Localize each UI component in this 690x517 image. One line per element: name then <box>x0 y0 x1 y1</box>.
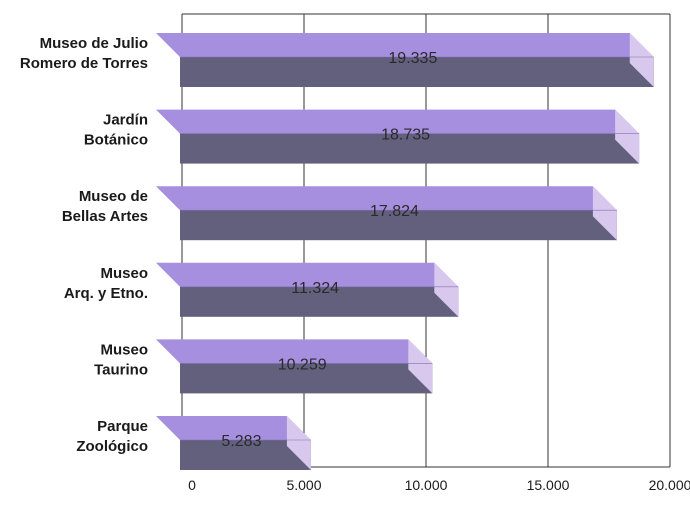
bar-end-cap <box>629 33 654 87</box>
bar-0: 19.335 <box>156 33 654 87</box>
bar-top-face <box>156 33 654 57</box>
bar-3: 11.324 <box>156 262 459 317</box>
bar-end-cap <box>615 109 640 164</box>
category-label-line: Botánico <box>84 132 148 149</box>
category-label-line: Museo <box>100 341 148 358</box>
category-label-line: Bellas Artes <box>62 208 148 225</box>
category-labels: Museo de Julio Romero de Torres Jardín Botá… <box>20 35 148 455</box>
bar-value-label: 18.735 <box>381 127 430 144</box>
bar-value-label: 5.283 <box>221 433 261 450</box>
bar-top-face <box>156 186 617 211</box>
bar-end-cap <box>592 186 617 241</box>
category-label-line: Arq. y Etno. <box>64 285 148 302</box>
bar-front-face <box>180 57 654 87</box>
category-label-line: Romero de Torres <box>20 55 148 72</box>
bar-front-face <box>180 286 459 317</box>
bar-top-face <box>156 262 459 287</box>
category-label: Jardín Botánico <box>84 112 148 149</box>
category-label-line: Jardín <box>103 112 148 129</box>
x-axis-ticks: 0 5.000 10.000 15.000 20.000 <box>188 477 690 493</box>
category-label-line: Museo <box>100 265 148 282</box>
bar-front-face <box>180 363 433 394</box>
x-tick-label: 5.000 <box>286 477 321 493</box>
bar-front-face <box>180 133 640 164</box>
category-label: Museo de Bellas Artes <box>62 188 148 225</box>
bar-end-cap <box>434 262 459 317</box>
x-tick-label: 10.000 <box>405 477 448 493</box>
category-label-line: Zoológico <box>76 438 148 455</box>
category-label: Museo Arq. y Etno. <box>64 265 148 302</box>
bar-top-face <box>156 109 640 134</box>
bar-5: 5.283 <box>156 416 311 470</box>
category-label: Museo Taurino <box>94 341 148 378</box>
chart-bars: 19.335 18.735 17.824 11.324 10.259 5.283 <box>156 33 654 470</box>
category-label-line: Taurino <box>94 361 148 378</box>
category-label: Parque Zoológico <box>76 418 148 455</box>
x-tick-label: 0 <box>188 477 196 493</box>
bar-1: 18.735 <box>156 109 640 164</box>
category-label-line: Parque <box>97 418 148 435</box>
category-label: Museo de Julio Romero de Torres <box>20 35 148 72</box>
bar-4: 10.259 <box>156 339 433 394</box>
bar-value-label: 19.335 <box>388 50 437 67</box>
category-label-line: Museo de <box>79 188 148 205</box>
bar-end-cap <box>408 339 433 394</box>
category-label-line: Museo de Julio <box>40 35 148 52</box>
bar-value-label: 11.324 <box>291 280 339 297</box>
bar-top-face <box>156 416 311 440</box>
x-tick-label: 20.000 <box>649 477 690 493</box>
bar-end-cap <box>286 416 311 470</box>
bar-value-label: 17.824 <box>370 203 419 220</box>
x-tick-label: 15.000 <box>527 477 570 493</box>
bar-top-face <box>156 339 433 364</box>
bar-front-face <box>180 210 617 241</box>
bar-2: 17.824 <box>156 186 617 241</box>
bar-value-label: 10.259 <box>278 356 327 373</box>
